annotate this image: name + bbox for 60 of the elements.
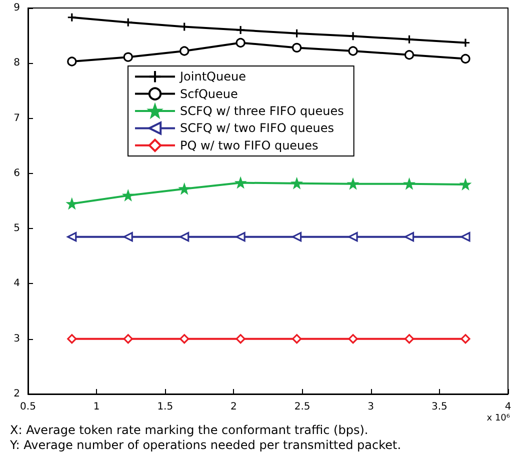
- point: [348, 31, 358, 41]
- legend-label: JointQueue: [179, 70, 246, 84]
- point: [67, 232, 77, 242]
- x-tick-label: 2.5: [294, 402, 310, 412]
- point: [404, 50, 414, 60]
- point: [180, 232, 190, 242]
- x-tick-label: 1: [93, 402, 100, 412]
- y-tick-label: 9: [14, 2, 20, 14]
- y-tick-label: 7: [14, 112, 20, 124]
- point: [123, 52, 133, 62]
- legend-label: SCFQ w/ two FIFO queues: [180, 121, 334, 136]
- text: Y: Average number of operations needed per transmitted packet.: [9, 438, 402, 452]
- point: [67, 56, 77, 66]
- point: [236, 232, 246, 242]
- point: [236, 334, 246, 344]
- x-tick-label: 2: [230, 402, 237, 412]
- x-tick-label: 1.5: [157, 402, 174, 412]
- point: [180, 184, 190, 194]
- point: [404, 334, 414, 344]
- point: [292, 28, 302, 38]
- point: [348, 334, 358, 344]
- point: [123, 190, 133, 200]
- point: [460, 232, 470, 242]
- text: x 10⁶: [486, 414, 510, 424]
- y-tick-label: 8: [14, 58, 20, 69]
- point: [236, 25, 246, 35]
- point: [67, 334, 77, 344]
- point: [460, 54, 470, 64]
- point: [67, 198, 77, 209]
- y-tick-label: 4: [14, 278, 20, 290]
- y-tick-label: 2: [14, 388, 20, 400]
- point: [348, 46, 358, 56]
- point: [236, 38, 246, 48]
- legend-label: SCFQ w/ three FIFO queues: [180, 104, 344, 118]
- y-tick-label: 6: [14, 168, 20, 179]
- point: [292, 42, 302, 52]
- legend-label: PQ w/ two FIFO queues: [180, 138, 318, 152]
- point: [460, 334, 470, 344]
- x-tick-label: 0.5: [20, 402, 36, 412]
- point: [404, 232, 414, 242]
- point: [404, 179, 414, 189]
- point: [292, 232, 302, 242]
- x-tick-label: 3: [368, 402, 374, 412]
- point: [460, 180, 470, 190]
- text: X: Average token rate marking the conformant traffic (bps).: [10, 423, 368, 437]
- y-tick-label: 5: [14, 223, 20, 234]
- legend-label: ScfQueue: [180, 86, 238, 101]
- point: [180, 46, 190, 56]
- point: [123, 334, 133, 344]
- point: [180, 334, 190, 344]
- point: [123, 232, 133, 242]
- point: [123, 18, 133, 28]
- point: [292, 334, 302, 344]
- point: [404, 34, 414, 44]
- point: [348, 232, 358, 242]
- point: [292, 178, 302, 188]
- y-tick-label: 3: [14, 333, 20, 344]
- x-tick-label: 3.5: [431, 402, 448, 412]
- point: [67, 12, 77, 22]
- x-tick-label: 4: [504, 402, 512, 412]
